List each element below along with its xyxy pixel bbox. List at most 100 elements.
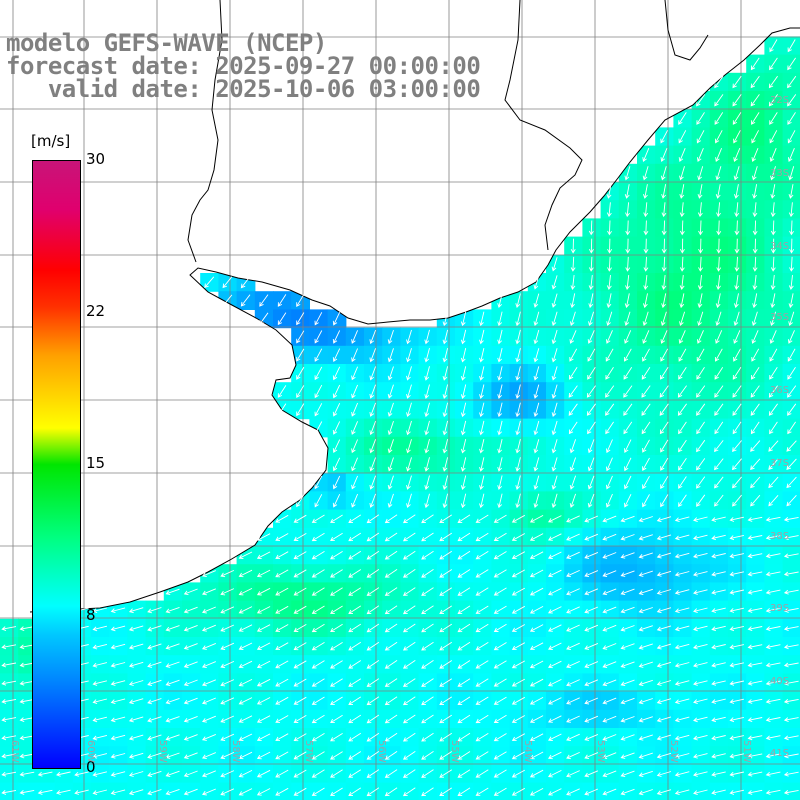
wind-arrow: [770, 275, 776, 290]
wind-arrow: [661, 220, 667, 236]
wind-arrow: [529, 751, 544, 760]
wind-arrow: [275, 678, 289, 687]
wind-arrow: [293, 751, 307, 760]
wind-arrow: [475, 623, 489, 633]
wind-arrow: [384, 605, 398, 615]
wind-arrow: [765, 771, 781, 777]
wind-arrow: [624, 494, 632, 508]
wind-arrow: [674, 534, 690, 541]
wind-arrow: [183, 770, 198, 778]
wind-arrow: [515, 475, 521, 490]
wind-arrow: [330, 551, 343, 560]
wind-arrow: [314, 494, 323, 508]
wind-arrow: [751, 330, 759, 344]
wind-arrow: [677, 403, 687, 416]
wind-arrow: [602, 679, 617, 687]
wind-arrow: [220, 788, 235, 796]
wind-arrow: [642, 293, 648, 309]
wind-arrow: [165, 625, 180, 632]
wind-arrow: [311, 769, 325, 778]
wind-arrow: [732, 366, 742, 380]
wind-arrow: [678, 494, 687, 508]
wind-arrow: [656, 589, 672, 595]
wind-arrow: [638, 752, 653, 759]
wind-arrow: [787, 366, 796, 380]
wind-arrow: [421, 769, 434, 778]
wind-arrow: [770, 311, 777, 327]
wind-arrow: [56, 771, 71, 777]
lat-label: 37S: [770, 458, 790, 469]
wind-arrow: [330, 787, 343, 796]
wind-arrow: [402, 696, 416, 706]
wind-arrow: [551, 348, 558, 363]
wind-arrow: [679, 238, 685, 254]
wind-arrow: [606, 184, 612, 199]
wind-arrow: [332, 475, 341, 490]
wind-arrow: [74, 771, 89, 777]
wind-arrow: [332, 403, 341, 417]
wind-arrow: [533, 439, 540, 454]
wind-arrow: [638, 625, 653, 632]
wind-arrow: [642, 166, 649, 181]
wind-arrow: [19, 771, 35, 777]
wind-arrow: [351, 348, 359, 363]
land-area: [0, 0, 800, 616]
wind-arrow: [584, 606, 599, 614]
wind-arrow: [786, 458, 797, 470]
wind-arrow: [402, 623, 416, 633]
wind-arrow: [605, 421, 614, 435]
wind-arrow: [165, 752, 180, 759]
wind-arrow: [732, 112, 742, 125]
wind-arrow: [584, 661, 599, 669]
wind-arrow: [602, 715, 617, 723]
wind-arrow: [460, 475, 467, 490]
wind-arrow: [747, 535, 763, 541]
wind-arrow: [625, 275, 630, 290]
wind-arrow: [752, 184, 758, 199]
wind-arrow: [641, 366, 651, 380]
wind-arrow: [566, 588, 580, 596]
wind-arrow: [128, 734, 144, 741]
wind-arrow: [765, 735, 781, 741]
wind-arrow: [678, 112, 687, 125]
wind-arrow: [656, 661, 672, 668]
wind-arrow: [92, 643, 108, 650]
wind-arrow: [351, 384, 359, 399]
wind-arrow: [460, 438, 467, 454]
wind-arrow: [293, 787, 307, 796]
wind-arrow: [256, 551, 271, 560]
wind-arrow: [716, 220, 722, 236]
wind-arrow: [643, 220, 649, 236]
colorbar-tick: 30: [86, 150, 106, 168]
wind-arrow: [551, 311, 558, 327]
wind-arrow: [551, 329, 558, 345]
wind-arrow: [711, 716, 726, 723]
wind-arrow: [165, 661, 180, 668]
wind-arrow: [620, 625, 635, 632]
wind-arrow: [696, 330, 704, 344]
wind-arrow: [366, 623, 380, 633]
wind-arrow: [493, 678, 507, 687]
wind-arrow: [623, 348, 632, 362]
wind-arrow: [769, 148, 777, 163]
wind-arrow: [620, 788, 635, 796]
wind-arrow: [479, 384, 485, 399]
colorbar-tick: 22: [86, 302, 106, 320]
wind-arrow: [275, 569, 289, 578]
wind-arrow: [421, 678, 434, 687]
wind-arrow: [460, 402, 467, 418]
wind-arrow: [369, 457, 377, 472]
wind-arrow: [693, 734, 708, 741]
wind-arrow: [678, 130, 687, 144]
wind-arrow: [296, 494, 305, 508]
wind-arrow: [529, 533, 544, 541]
wind-arrow: [656, 625, 672, 632]
wind-arrow: [734, 256, 740, 272]
wind-arrow: [678, 330, 686, 344]
wind-arrow: [751, 366, 760, 380]
wind-arrow: [220, 715, 235, 723]
wind-arrow: [293, 533, 307, 541]
wind-arrow: [387, 420, 394, 436]
wind-arrow: [783, 771, 799, 777]
